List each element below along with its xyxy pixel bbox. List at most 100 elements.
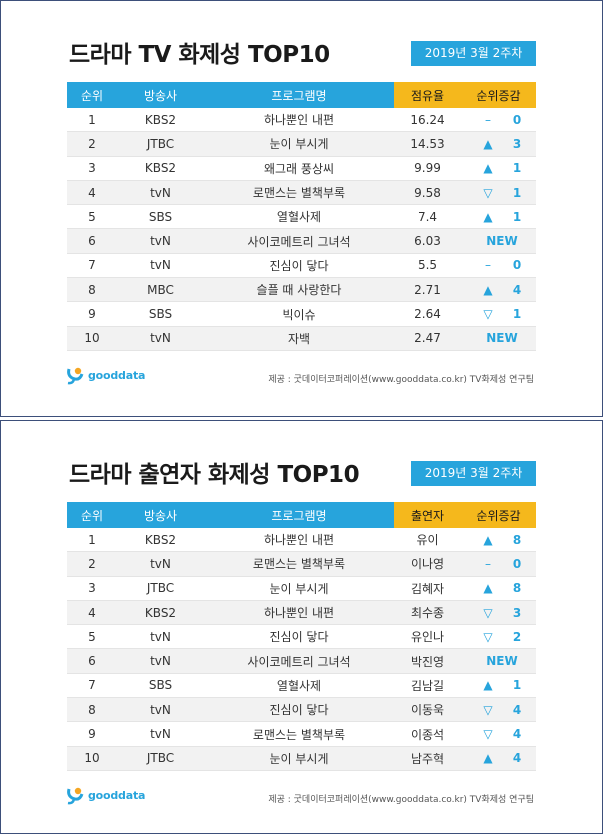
value-cell: 14.53 xyxy=(394,131,461,157)
change-cell: –0 xyxy=(461,253,536,279)
value-cell: 남주혁 xyxy=(394,746,461,771)
triangle-down-icon: ▽ xyxy=(483,605,493,620)
rank-cell: 3 xyxy=(67,576,117,601)
table-row: 10 JTBC 눈이 부시게 남주혁 ▲ 4 xyxy=(67,746,536,771)
triangle-up-icon: ▲ xyxy=(483,136,493,151)
value-cell: 9.58 xyxy=(394,180,461,206)
change-cell: ▽ 1 xyxy=(461,180,536,206)
triangle-down-icon: ▽ xyxy=(483,629,493,644)
program-cell: 진심이 닿다 xyxy=(204,624,394,650)
header-program: 프로그램명 xyxy=(204,82,394,108)
program-cell: 열혈사제 xyxy=(204,673,394,699)
change-value: 8 xyxy=(512,581,522,596)
table-row: 3 KBS2 왜그래 풍상씨 9.99 ▲ 1 xyxy=(67,156,536,181)
change-cell: ▲ 1 xyxy=(461,204,536,230)
gooddata-logo-icon xyxy=(67,787,84,805)
change-cell: ▲ 3 xyxy=(461,131,536,157)
network-cell: SBS xyxy=(117,673,204,699)
table-row: 9 tvN 로맨스는 별책부록 이종석 ▽ 4 xyxy=(67,721,536,747)
ranking-table: 순위 방송사 프로그램명 출연자 순위증감 1 KBS2 하나뿐인 내편 유이 ▲ 8 2 t… xyxy=(67,502,536,771)
change-value: 3 xyxy=(512,605,522,620)
triangle-down-icon: ▽ xyxy=(483,702,493,717)
ranking-table: 순위 방송사 프로그램명 점유율 순위증감 1 KBS2 하나뿐인 내편 16.24–… xyxy=(67,82,536,351)
network-cell: tvN xyxy=(117,697,204,723)
rank-cell: 5 xyxy=(67,204,117,230)
dash-icon: – xyxy=(485,258,491,273)
change-value: 4 xyxy=(512,727,522,742)
value-cell: 김혜자 xyxy=(394,576,461,601)
triangle-up-icon: ▲ xyxy=(483,532,493,547)
change-value: 1 xyxy=(512,209,522,224)
change-cell: NEW xyxy=(461,648,536,674)
value-cell: 5.5 xyxy=(394,253,461,279)
logo-text: gooddata xyxy=(88,368,146,382)
rank-cell: 10 xyxy=(67,746,117,771)
network-cell: JTBC xyxy=(117,746,204,771)
change-cell: NEW xyxy=(461,326,536,351)
network-cell: tvN xyxy=(117,648,204,674)
program-cell: 하나뿐인 내편 xyxy=(204,108,394,133)
value-cell: 16.24 xyxy=(394,108,461,133)
program-cell: 슬플 때 사랑한다 xyxy=(204,277,394,303)
header-network: 방송사 xyxy=(117,502,204,528)
table-header-row: 순위 방송사 프로그램명 출연자 순위증감 xyxy=(67,502,536,528)
program-cell: 하나뿐인 내편 xyxy=(204,600,394,626)
table-row: 4 KBS2 하나뿐인 내편 최수종 ▽ 3 xyxy=(67,600,536,626)
new-badge: NEW xyxy=(486,234,518,249)
dash-icon: – xyxy=(485,112,491,127)
change-cell: NEW xyxy=(461,228,536,254)
value-cell: 최수종 xyxy=(394,600,461,626)
program-cell: 로맨스는 별책부록 xyxy=(204,551,394,577)
program-cell: 왜그래 풍상씨 xyxy=(204,156,394,181)
table-row: 1 KBS2 하나뿐인 내편 16.24–0 xyxy=(67,108,536,133)
header-cast: 출연자 xyxy=(394,502,461,528)
rank-cell: 8 xyxy=(67,697,117,723)
table-row: 6 tvN 사이코메트리 그녀석 6.03 NEW xyxy=(67,228,536,254)
header-value: 점유율 xyxy=(394,82,461,108)
rank-cell: 6 xyxy=(67,648,117,674)
tv-buzz-panel: 드라마 TV 화제성 TOP10 2019년 3월 2주차 순위 방송사 프로그… xyxy=(0,0,603,417)
week-badge: 2019년 3월 2주차 xyxy=(411,41,536,66)
program-cell: 사이코메트리 그녀석 xyxy=(204,228,394,254)
change-cell: ▲ 8 xyxy=(461,528,536,553)
network-cell: JTBC xyxy=(117,131,204,157)
program-cell: 빅이슈 xyxy=(204,301,394,327)
program-cell: 진심이 닿다 xyxy=(204,697,394,723)
network-cell: tvN xyxy=(117,326,204,351)
table-row: 10 tvN 자백 2.47 NEW xyxy=(67,326,536,351)
change-value: 0 xyxy=(512,112,522,127)
program-cell: 진심이 닿다 xyxy=(204,253,394,279)
value-cell: 박진영 xyxy=(394,648,461,674)
rank-cell: 2 xyxy=(67,551,117,577)
table-header-row: 순위 방송사 프로그램명 점유율 순위증감 xyxy=(67,82,536,108)
table-row: 1 KBS2 하나뿐인 내편 유이 ▲ 8 xyxy=(67,528,536,553)
program-cell: 눈이 부시게 xyxy=(204,576,394,601)
program-cell: 자백 xyxy=(204,326,394,351)
program-cell: 눈이 부시게 xyxy=(204,746,394,771)
triangle-up-icon: ▲ xyxy=(483,751,493,766)
value-cell: 이동욱 xyxy=(394,697,461,723)
new-badge: NEW xyxy=(486,331,518,346)
triangle-down-icon: ▽ xyxy=(483,727,493,742)
dash-icon: – xyxy=(485,556,491,571)
value-cell: 2.64 xyxy=(394,301,461,327)
triangle-down-icon: ▽ xyxy=(483,185,493,200)
value-cell: 9.99 xyxy=(394,156,461,181)
table-row: 5 SBS 열혈사제 7.4 ▲ 1 xyxy=(67,204,536,230)
gooddata-logo-icon xyxy=(67,367,84,385)
change-value: 1 xyxy=(512,185,522,200)
table-row: 6 tvN 사이코메트리 그녀석 박진영 NEW xyxy=(67,648,536,674)
new-badge: NEW xyxy=(486,654,518,669)
header-network: 방송사 xyxy=(117,82,204,108)
value-cell: 2.47 xyxy=(394,326,461,351)
change-value: 4 xyxy=(512,702,522,717)
rank-cell: 6 xyxy=(67,228,117,254)
value-cell: 유인나 xyxy=(394,624,461,650)
change-value: 1 xyxy=(512,161,522,176)
rank-cell: 9 xyxy=(67,301,117,327)
program-cell: 로맨스는 별책부록 xyxy=(204,721,394,747)
panel-title: 드라마 TV 화제성 TOP10 xyxy=(69,42,330,68)
triangle-down-icon: ▽ xyxy=(483,307,493,322)
rank-cell: 3 xyxy=(67,156,117,181)
change-cell: ▲ 1 xyxy=(461,156,536,181)
